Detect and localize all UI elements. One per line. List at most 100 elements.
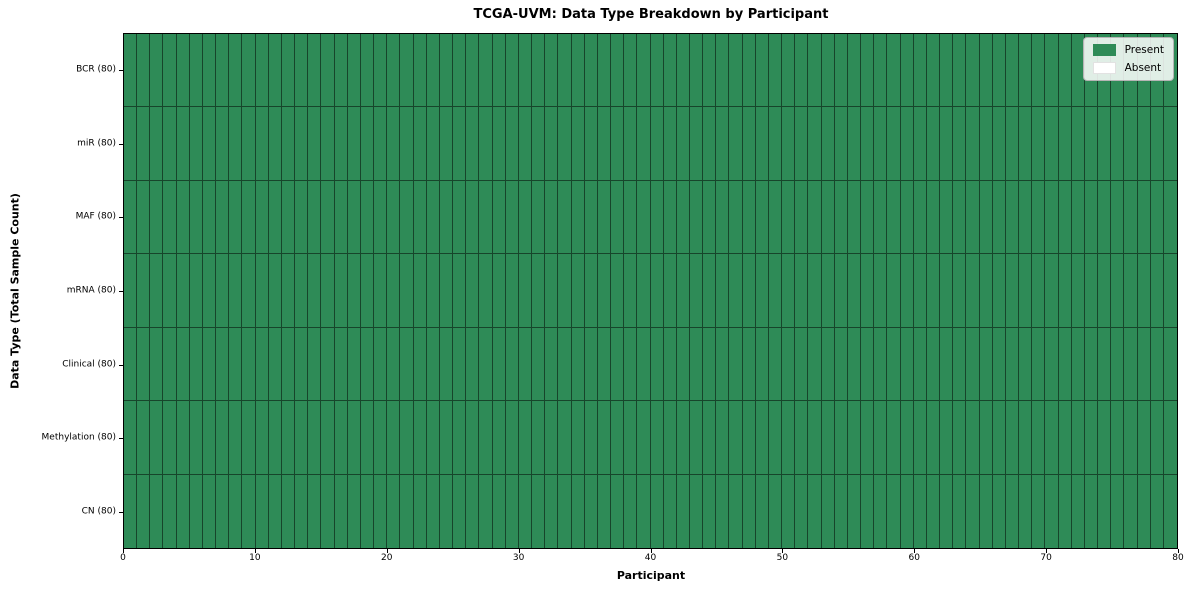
- heatmap-cell: [821, 254, 835, 328]
- heatmap-cell: [242, 180, 256, 255]
- heatmap-cell: [202, 34, 217, 108]
- heatmap-cell: [966, 254, 980, 328]
- heatmap-cell: [703, 180, 717, 255]
- heatmap-cell: [624, 474, 638, 548]
- heatmap-cell: [400, 327, 414, 402]
- heatmap-cell: [308, 401, 322, 475]
- heatmap-cell: [926, 254, 941, 328]
- heatmap-cell: [532, 34, 546, 108]
- heatmap-cell: [545, 401, 559, 475]
- heatmap-cell: [374, 327, 388, 402]
- heatmap-cell: [374, 254, 388, 328]
- heatmap-cell: [321, 474, 335, 548]
- heatmap-cell: [979, 34, 993, 108]
- heatmap-cell: [703, 34, 717, 108]
- heatmap-cell: [808, 254, 822, 328]
- heatmap-cell: [255, 254, 269, 328]
- heatmap-cell: [334, 180, 348, 255]
- heatmap-cell: [545, 34, 559, 108]
- heatmap-cell: [216, 180, 230, 255]
- heatmap-cell: [597, 401, 611, 475]
- heatmap-cell: [597, 107, 611, 181]
- heatmap-cell: [137, 107, 151, 181]
- heatmap-cell: [966, 474, 980, 548]
- heatmap-cell: [1019, 254, 1033, 328]
- heatmap-cell: [1111, 180, 1125, 255]
- heatmap-cell: [479, 107, 493, 181]
- heatmap-cell: [321, 327, 335, 402]
- heatmap-cell: [663, 327, 677, 402]
- heatmap-cell: [900, 34, 914, 108]
- heatmap-cell: [150, 107, 164, 181]
- heatmap-cell: [1084, 254, 1099, 328]
- heatmap-cell: [1098, 254, 1112, 328]
- heatmap-cell: [1124, 474, 1138, 548]
- heatmap-cell: [242, 327, 256, 402]
- heatmap-cell: [1150, 107, 1164, 181]
- heatmap-cell: [189, 401, 203, 475]
- heatmap-cell: [979, 327, 993, 402]
- heatmap-cell: [334, 401, 348, 475]
- heatmap-cell: [953, 107, 967, 181]
- heatmap-cell: [439, 474, 454, 548]
- y-tick-mark: [119, 291, 123, 292]
- heatmap-cell: [1071, 327, 1085, 402]
- heatmap-cell: [150, 254, 164, 328]
- heatmap-cell: [295, 180, 309, 255]
- heatmap-cell: [466, 474, 480, 548]
- x-tick-label: 40: [644, 553, 657, 563]
- heatmap-cell: [611, 401, 625, 475]
- heatmap-cell: [242, 254, 256, 328]
- heatmap-cell: [532, 474, 546, 548]
- heatmap-cell: [1032, 107, 1046, 181]
- heatmap-cell: [782, 107, 796, 181]
- heatmap-cell: [453, 401, 467, 475]
- heatmap-cell: [584, 401, 598, 475]
- heatmap-cell: [689, 34, 704, 108]
- heatmap-cell: [1058, 180, 1072, 255]
- heatmap-cell: [900, 254, 914, 328]
- heatmap-cell: [1084, 107, 1099, 181]
- legend-swatch-icon: [1092, 62, 1116, 74]
- heatmap-cell: [308, 34, 322, 108]
- heatmap-cell: [637, 254, 651, 328]
- heatmap-cell: [1098, 180, 1112, 255]
- heatmap-cell: [163, 107, 177, 181]
- heatmap-cell: [216, 34, 230, 108]
- heatmap-cell: [479, 180, 493, 255]
- heatmap-cell: [229, 327, 243, 402]
- heatmap-cell: [795, 34, 809, 108]
- heatmap-cell: [466, 34, 480, 108]
- heatmap-cell: [308, 474, 322, 548]
- heatmap-cell: [703, 401, 717, 475]
- heatmap-cell: [729, 401, 743, 475]
- heatmap-cell: [834, 107, 848, 181]
- heatmap-cell: [163, 34, 177, 108]
- heatmap-cell: [676, 327, 690, 402]
- x-tick-mark: [650, 549, 652, 553]
- heatmap-cell: [650, 180, 664, 255]
- heatmap-cell: [795, 254, 809, 328]
- heatmap-cell: [413, 401, 427, 475]
- heatmap-cell: [611, 254, 625, 328]
- heatmap-cell: [426, 107, 440, 181]
- heatmap-cell: [729, 254, 743, 328]
- heatmap-cell: [571, 34, 585, 108]
- heatmap-cell: [558, 107, 572, 181]
- heatmap-cell: [439, 34, 454, 108]
- heatmap-cell: [847, 107, 862, 181]
- heatmap-cell: [439, 107, 454, 181]
- heatmap-cell: [716, 180, 730, 255]
- heatmap-cell: [308, 107, 322, 181]
- heatmap-cell: [874, 107, 888, 181]
- heatmap-cell: [1163, 180, 1177, 255]
- heatmap-cell: [202, 327, 217, 402]
- heatmap-cell: [768, 34, 783, 108]
- heatmap-cell: [887, 254, 901, 328]
- heatmap-cell: [268, 107, 282, 181]
- heatmap-cell: [663, 107, 677, 181]
- heatmap-cell: [124, 180, 138, 255]
- heatmap-cell: [295, 327, 309, 402]
- heatmap-cell: [137, 474, 151, 548]
- heatmap-cell: [966, 327, 980, 402]
